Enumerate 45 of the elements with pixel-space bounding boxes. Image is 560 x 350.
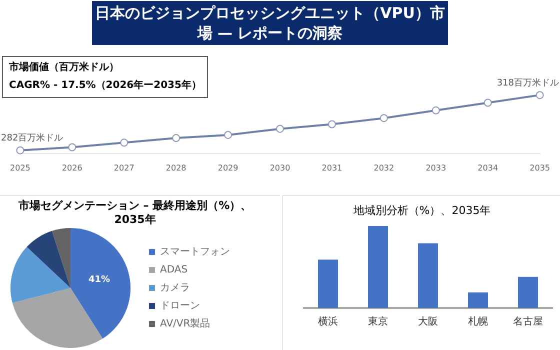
point [328, 120, 336, 128]
point [380, 114, 388, 122]
point [120, 138, 128, 147]
chart-title: 市場セグメンテーション – 最終用途別（%）、2035年 [17, 199, 253, 227]
x-tick-label: 2031 [322, 163, 342, 172]
point [172, 134, 180, 142]
point [484, 98, 492, 107]
x-tick-label: 名古屋 [513, 316, 543, 328]
point [276, 124, 284, 133]
bar [518, 276, 538, 308]
x-tick-label: 大阪 [418, 316, 438, 328]
x-tick-label: 2026 [62, 163, 82, 172]
legend-label: AV/VR製品 [160, 318, 210, 330]
bar [318, 260, 338, 308]
point [16, 146, 24, 154]
x-tick-label: 2034 [478, 163, 498, 172]
x-tick-label: 2033 [426, 163, 446, 172]
bar [418, 243, 438, 308]
x-tick-label: 2029 [218, 163, 238, 172]
x-tick-label: 2030 [270, 163, 290, 172]
x-tick-label: 2032 [374, 163, 394, 172]
chart-title: 地域別分析（%）、2035年 [352, 204, 492, 218]
data-label: 282百万米ドル [1, 132, 64, 144]
x-tick-label: 2028 [166, 163, 186, 172]
bar [368, 226, 388, 308]
x-tick-label: 2035 [530, 163, 550, 172]
x-tick-label: 札幌 [468, 316, 488, 328]
legend-label: ADAS [160, 264, 188, 276]
legend-label: カメラ [160, 282, 190, 294]
point [224, 130, 232, 139]
point [536, 91, 544, 100]
data-label: 318百万米ドル [496, 77, 560, 88]
chart-subtitle: 市場価値（百万米ドル） [9, 60, 120, 75]
x-tick-label: 2025 [10, 163, 30, 172]
point [432, 106, 440, 114]
text: CAGR% - 17.5%（2026年ー2035年） [9, 78, 202, 93]
x-tick-label: 横浜 [318, 316, 338, 328]
bar [468, 292, 488, 308]
legend-label: ドローン [160, 300, 200, 312]
legend-label: スマートフォン [160, 246, 230, 258]
x-tick-label: 東京 [368, 316, 388, 328]
data-label: 41% [88, 274, 110, 285]
x-tick-label: 2027 [114, 163, 134, 172]
point [68, 143, 76, 152]
chart-title: 日本のビジョンプロセッシングユニット（VPU）市場 — レポートの洞察 [92, 1, 448, 45]
